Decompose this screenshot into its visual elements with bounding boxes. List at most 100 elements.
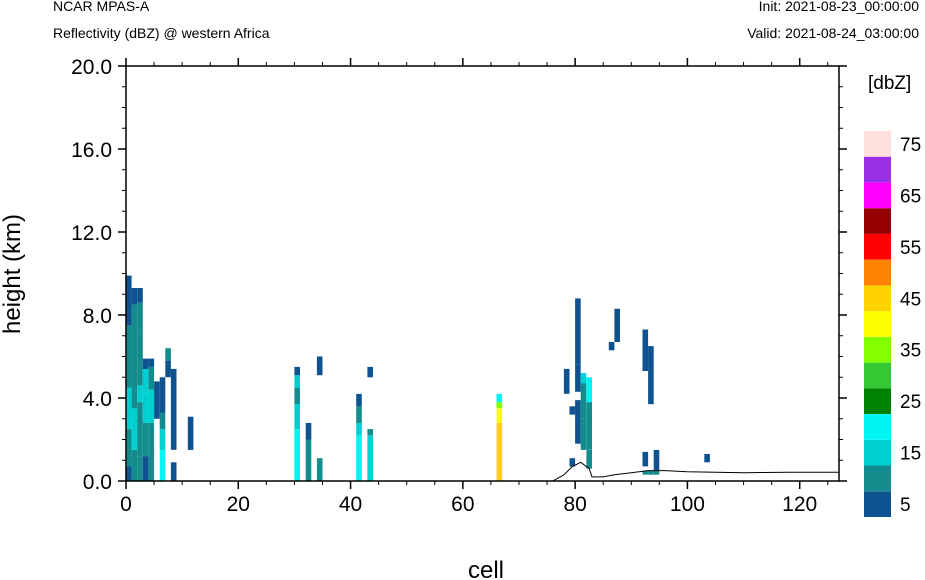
x-tick-label: 40 bbox=[339, 493, 362, 516]
colorbar-label: 35 bbox=[900, 341, 921, 362]
colorbar-swatch bbox=[864, 182, 891, 209]
colorbar-swatch bbox=[864, 259, 891, 286]
colorbar-swatch bbox=[864, 285, 891, 312]
x-tick-label: 20 bbox=[227, 493, 250, 516]
colorbar-swatch bbox=[864, 208, 891, 234]
reflectivity-cell bbox=[653, 470, 660, 475]
reflectivity-cell bbox=[154, 381, 160, 419]
reflectivity-cell bbox=[305, 439, 312, 481]
colorbar-swatch bbox=[864, 156, 891, 183]
reflectivity-cell bbox=[159, 412, 166, 430]
reflectivity-cell bbox=[356, 406, 362, 423]
reflectivity-cell bbox=[126, 466, 132, 481]
reflectivity-cell bbox=[126, 288, 132, 326]
colorbar-swatch bbox=[864, 414, 891, 440]
reflectivity-cell bbox=[137, 302, 143, 332]
y-axis-label: height (km) bbox=[0, 214, 26, 334]
valid-time: Valid: 2021-08-24_03:00:00 bbox=[747, 25, 919, 41]
reflectivity-cell bbox=[496, 422, 503, 481]
colorbar-label: 25 bbox=[900, 392, 921, 413]
colorbar-swatch bbox=[864, 439, 891, 466]
reflectivity-cell bbox=[575, 298, 581, 365]
plot-frame bbox=[125, 65, 840, 482]
x-axis-label: cell bbox=[468, 557, 504, 580]
reflectivity-cell bbox=[569, 406, 576, 415]
colorbar-label: 75 bbox=[900, 135, 921, 156]
reflectivity-cell bbox=[126, 325, 132, 388]
reflectivity-cell bbox=[148, 358, 155, 367]
model-name: NCAR MPAS-A bbox=[53, 0, 150, 14]
reflectivity-cell bbox=[614, 308, 620, 342]
reflectivity-cell bbox=[137, 331, 143, 386]
reflectivity-cell bbox=[187, 416, 194, 450]
reflectivity-cell bbox=[294, 366, 300, 376]
reflectivity-cell bbox=[126, 387, 132, 430]
reflectivity-cell bbox=[294, 375, 300, 388]
reflectivity-cell bbox=[642, 470, 649, 475]
reflectivity-cell bbox=[367, 435, 373, 481]
reflectivity-cell bbox=[148, 389, 155, 423]
reflectivity-cell bbox=[563, 368, 570, 394]
reflectivity-cell bbox=[131, 408, 138, 450]
reflectivity-cell bbox=[126, 275, 132, 288]
colorbar-label: 15 bbox=[900, 444, 921, 465]
reflectivity-cell bbox=[170, 368, 177, 450]
y-tick-label: 8.0 bbox=[83, 305, 112, 328]
reflectivity-cell bbox=[142, 422, 149, 457]
reflectivity-cell bbox=[580, 418, 587, 450]
colorbar-swatch bbox=[864, 336, 891, 363]
reflectivity-cell bbox=[356, 422, 362, 436]
reflectivity-cell bbox=[356, 393, 362, 407]
colorbar-swatch bbox=[864, 362, 891, 389]
reflectivity-cell bbox=[165, 348, 171, 361]
reflectivity-cell bbox=[131, 304, 138, 357]
reflectivity-cell bbox=[586, 449, 592, 469]
reflectivity-cell bbox=[648, 470, 654, 475]
reflectivity-cell bbox=[137, 456, 143, 481]
reflectivity-cell bbox=[137, 402, 143, 457]
colorbar-swatch bbox=[864, 131, 891, 157]
reflectivity-cell bbox=[165, 360, 171, 378]
reflectivity-cell bbox=[586, 402, 592, 450]
reflectivity-cell bbox=[148, 422, 155, 481]
y-tick-label: 20.0 bbox=[71, 56, 112, 79]
reflectivity-cell bbox=[142, 358, 149, 369]
y-tick-label: 12.0 bbox=[71, 222, 112, 245]
reflectivity-cell bbox=[126, 429, 132, 467]
reflectivity-cell bbox=[170, 462, 177, 481]
reflectivity-cell bbox=[294, 404, 300, 430]
reflectivity-cell bbox=[569, 458, 576, 467]
reflectivity-cell bbox=[575, 364, 581, 392]
reflectivity-cell bbox=[496, 402, 503, 409]
colorbar-swatch bbox=[864, 465, 891, 492]
reflectivity-cell bbox=[642, 329, 649, 371]
reflectivity-cell bbox=[580, 373, 587, 384]
reflectivity-cell bbox=[496, 393, 503, 403]
x-tick-label: 60 bbox=[451, 493, 474, 516]
x-tick-label: 120 bbox=[782, 493, 817, 516]
reflectivity-cell bbox=[642, 451, 649, 467]
colorbar-label: 5 bbox=[900, 495, 911, 516]
x-tick-label: 80 bbox=[563, 493, 586, 516]
reflectivity-cell bbox=[159, 377, 166, 413]
colorbar-swatch bbox=[864, 388, 891, 414]
reflectivity-cell bbox=[316, 356, 323, 376]
reflectivity-cell bbox=[367, 366, 373, 378]
y-tick-label: 16.0 bbox=[71, 139, 112, 162]
colorbar-label: 45 bbox=[900, 289, 921, 310]
colorbar-label: 55 bbox=[900, 238, 921, 259]
colorbar-swatch bbox=[864, 491, 891, 517]
colorbar: 5 15 25 35 45 55 65 75 bbox=[864, 131, 921, 517]
terrain-line bbox=[126, 461, 839, 482]
terrain-layer bbox=[126, 461, 839, 482]
reflectivity-cell bbox=[356, 435, 362, 481]
reflectivity-cell bbox=[608, 342, 615, 351]
reflectivity-cell bbox=[137, 385, 143, 403]
reflectivity-cell bbox=[586, 377, 592, 403]
reflectivity-cell bbox=[653, 449, 660, 471]
reflectivity-cell bbox=[131, 449, 138, 481]
reflectivity-cell bbox=[496, 408, 503, 423]
x-axis: 0 20 40 60 80 100 120 bbox=[120, 58, 829, 516]
reflectivity-cell bbox=[305, 422, 312, 440]
reflectivity-cell bbox=[294, 429, 300, 481]
